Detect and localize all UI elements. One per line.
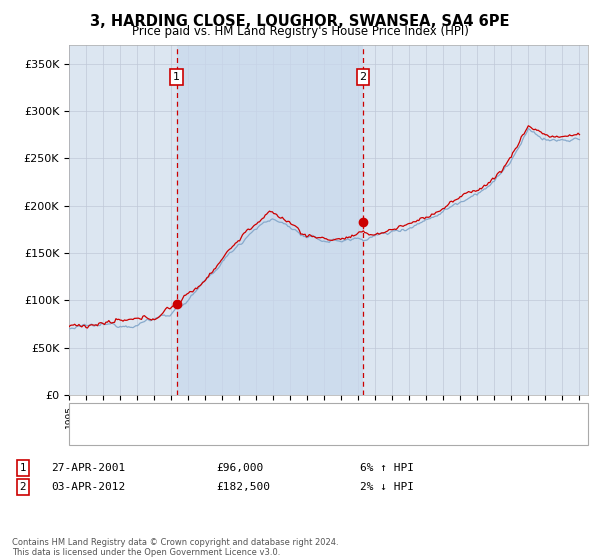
Text: £182,500: £182,500 [216,482,270,492]
Text: HPI: Average price, detached house, Swansea: HPI: Average price, detached house, Swan… [114,429,353,439]
Text: 2: 2 [359,72,367,82]
Text: Contains HM Land Registry data © Crown copyright and database right 2024.
This d: Contains HM Land Registry data © Crown c… [12,538,338,557]
Text: ———: ——— [76,427,114,440]
Text: 1: 1 [19,463,26,473]
Text: ———: ——— [76,408,114,421]
Text: 2% ↓ HPI: 2% ↓ HPI [360,482,414,492]
Text: 2: 2 [19,482,26,492]
Text: 3, HARDING CLOSE, LOUGHOR, SWANSEA, SA4 6PE (detached house): 3, HARDING CLOSE, LOUGHOR, SWANSEA, SA4 … [114,409,475,419]
Text: 27-APR-2001: 27-APR-2001 [51,463,125,473]
Text: 03-APR-2012: 03-APR-2012 [51,482,125,492]
Text: 1: 1 [173,72,180,82]
Bar [176,45,363,395]
Text: Price paid vs. HM Land Registry's House Price Index (HPI): Price paid vs. HM Land Registry's House … [131,25,469,38]
Text: 6% ↑ HPI: 6% ↑ HPI [360,463,414,473]
Text: £96,000: £96,000 [216,463,263,473]
Text: 3, HARDING CLOSE, LOUGHOR, SWANSEA, SA4 6PE: 3, HARDING CLOSE, LOUGHOR, SWANSEA, SA4 … [90,14,510,29]
